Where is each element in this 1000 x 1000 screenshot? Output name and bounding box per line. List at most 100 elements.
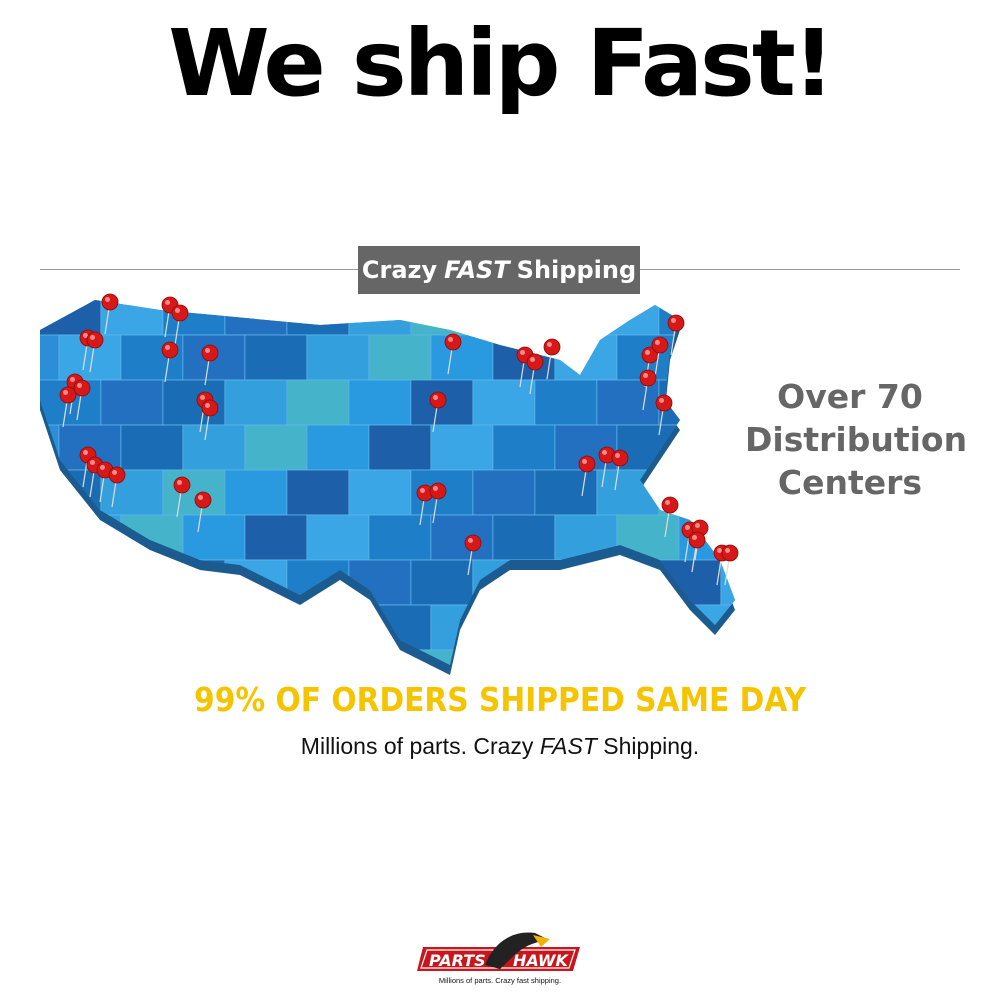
distribution-center-pin bbox=[655, 394, 673, 436]
state-region bbox=[368, 514, 432, 561]
distribution-center-pin bbox=[611, 449, 629, 491]
state-region bbox=[244, 334, 308, 381]
state-region bbox=[286, 469, 350, 516]
distribution-center-pin bbox=[194, 491, 212, 533]
distribution-center-pin bbox=[173, 476, 191, 518]
state-region bbox=[492, 514, 556, 561]
distribution-center-pin bbox=[416, 484, 434, 526]
state-region bbox=[224, 300, 288, 336]
state-region bbox=[596, 649, 660, 665]
banner-text-2: FAST bbox=[444, 256, 510, 284]
state-region bbox=[472, 300, 536, 336]
distribution-center-pin bbox=[464, 534, 482, 576]
state-region bbox=[596, 469, 660, 516]
distribution-center-pin bbox=[86, 456, 104, 498]
state-region bbox=[596, 300, 660, 336]
state-region bbox=[58, 604, 122, 651]
tagline-text-1: Millions of parts. Crazy bbox=[300, 733, 534, 759]
crazy-fast-shipping-banner: Crazy FAST Shipping bbox=[358, 246, 640, 294]
state-region bbox=[492, 424, 556, 471]
logo-slogan: Millions of parts. Crazy fast shipping. bbox=[439, 976, 561, 985]
distribution-center-pin bbox=[651, 336, 669, 378]
distribution-center-pin bbox=[429, 482, 447, 524]
state-region bbox=[554, 604, 618, 651]
state-region bbox=[720, 649, 735, 665]
state-region bbox=[306, 604, 370, 651]
state-region bbox=[224, 469, 288, 516]
distribution-center-pin bbox=[721, 544, 739, 586]
state-region bbox=[430, 514, 494, 561]
state-region bbox=[306, 514, 370, 561]
state-region bbox=[368, 334, 432, 381]
state-region bbox=[616, 604, 680, 651]
state-region bbox=[472, 379, 536, 426]
state-region bbox=[492, 604, 556, 651]
state-region bbox=[224, 379, 288, 426]
distribution-center-pin bbox=[578, 455, 596, 497]
state-region bbox=[348, 300, 412, 336]
state-region bbox=[162, 469, 226, 516]
state-region bbox=[430, 424, 494, 471]
distribution-center-pin bbox=[101, 293, 119, 335]
state-region bbox=[286, 379, 350, 426]
state-region bbox=[100, 379, 164, 426]
state-region bbox=[741, 605, 760, 650]
state-region bbox=[534, 300, 598, 336]
distribution-center-pin bbox=[688, 531, 706, 573]
tagline-text-2: FAST bbox=[539, 733, 597, 759]
state-region bbox=[430, 334, 494, 381]
state-region bbox=[306, 334, 370, 381]
distribution-center-pin bbox=[108, 466, 126, 508]
distribution-center-pin bbox=[429, 391, 447, 433]
state-region bbox=[348, 379, 412, 426]
state-region bbox=[244, 604, 308, 651]
state-region bbox=[40, 300, 102, 336]
distribution-center-pin bbox=[201, 344, 219, 386]
callout-line-1: Over 70 bbox=[777, 377, 923, 416]
distribution-center-pin bbox=[59, 386, 77, 428]
distribution-center-pin bbox=[444, 333, 462, 375]
distribution-center-pin bbox=[201, 399, 219, 441]
state-region bbox=[182, 604, 246, 651]
state-region bbox=[410, 559, 474, 606]
state-region bbox=[534, 469, 598, 516]
state-region bbox=[182, 424, 246, 471]
state-region bbox=[100, 649, 164, 665]
distribution-center-pin bbox=[667, 314, 685, 356]
tagline: Millions of parts. Crazy FAST Shipping. bbox=[0, 733, 1000, 760]
state-region bbox=[40, 559, 102, 606]
state-region bbox=[182, 514, 246, 561]
state-region bbox=[162, 649, 226, 665]
state-region bbox=[348, 649, 412, 665]
state-region bbox=[554, 334, 618, 381]
headline: We ship Fast! bbox=[168, 10, 835, 117]
state-region bbox=[720, 300, 735, 336]
distribution-center-pin bbox=[526, 353, 544, 395]
state-region bbox=[120, 604, 184, 651]
state-region bbox=[472, 469, 536, 516]
state-region bbox=[658, 300, 722, 336]
state-region bbox=[244, 514, 308, 561]
parts-hawk-logo: PARTS HAWK Millions of parts. Crazy fast… bbox=[417, 932, 580, 985]
state-region bbox=[678, 424, 735, 471]
state-region bbox=[741, 515, 760, 560]
distribution-center-pin bbox=[171, 304, 189, 346]
us-map bbox=[40, 293, 760, 675]
state-region bbox=[596, 559, 660, 606]
state-region bbox=[410, 300, 474, 336]
state-region bbox=[306, 424, 370, 471]
state-region bbox=[472, 649, 536, 665]
state-region bbox=[368, 424, 432, 471]
state-region bbox=[596, 379, 660, 426]
distribution-center-pin bbox=[543, 338, 561, 380]
state-region bbox=[286, 300, 350, 336]
state-region bbox=[678, 334, 735, 381]
state-region bbox=[658, 559, 722, 606]
banner-text-3: Shipping bbox=[516, 256, 637, 284]
distribution-pins bbox=[59, 293, 739, 586]
state-region bbox=[348, 469, 412, 516]
logo-word-1: PARTS bbox=[429, 951, 486, 970]
tagline-text-3: Shipping. bbox=[603, 733, 700, 759]
state-region bbox=[224, 649, 288, 665]
logo-word-2: HAWK bbox=[513, 951, 570, 970]
